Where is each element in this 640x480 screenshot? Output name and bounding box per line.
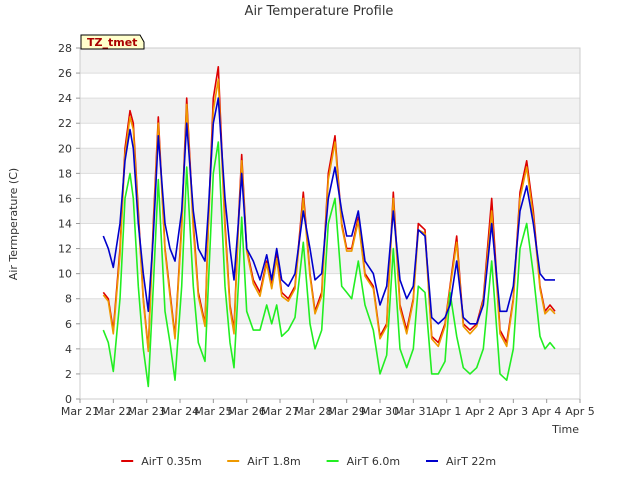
x-tick-label: Apr 5 bbox=[565, 405, 595, 418]
x-axis-label: Time bbox=[551, 423, 579, 436]
x-tick-label: Mar 26 bbox=[228, 405, 266, 418]
legend-label: AirT 6.0m bbox=[347, 455, 401, 468]
station-badge-label: TZ_tmet bbox=[87, 36, 137, 49]
x-tick-label: Apr 4 bbox=[532, 405, 562, 418]
y-tick-label: 2 bbox=[65, 368, 72, 381]
grid-band bbox=[80, 323, 580, 349]
y-axis-label: Air Termperature (C) bbox=[7, 168, 20, 280]
series-line-airt-1-8m bbox=[102, 78, 556, 353]
series-lines bbox=[102, 66, 556, 388]
x-tick-label: Mar 30 bbox=[361, 405, 399, 418]
y-tick-label: 4 bbox=[65, 343, 72, 356]
y-tick-label: 22 bbox=[58, 117, 72, 130]
grid-band bbox=[80, 73, 580, 99]
grid-band bbox=[80, 123, 580, 149]
y-tick-label: 24 bbox=[58, 92, 72, 105]
y-tick-label: 14 bbox=[58, 218, 72, 231]
y-tick-label: 10 bbox=[58, 268, 72, 281]
y-tick-label: 8 bbox=[65, 293, 72, 306]
x-tick-label: Mar 27 bbox=[261, 405, 299, 418]
legend: AirT 0.35m AirT 1.8m AirT 6.0m AirT 22m bbox=[121, 455, 496, 468]
y-tick-label: 12 bbox=[58, 243, 72, 256]
y-tick-label: 18 bbox=[58, 167, 72, 180]
grid-band bbox=[80, 48, 580, 74]
grid-band bbox=[80, 98, 580, 124]
grid-band bbox=[80, 373, 580, 399]
station-badge: TZ_tmet bbox=[80, 34, 145, 50]
x-tick-label: Apr 2 bbox=[465, 405, 495, 418]
x-tick-label: Mar 29 bbox=[328, 405, 366, 418]
x-tick-label: Mar 22 bbox=[94, 405, 132, 418]
legend-label: AirT 0.35m bbox=[141, 455, 202, 468]
y-tick-label: 26 bbox=[58, 67, 72, 80]
x-tick-label: Mar 23 bbox=[128, 405, 166, 418]
x-tick-label: Mar 25 bbox=[194, 405, 232, 418]
chart-title: Air Temperature Profile bbox=[245, 4, 394, 19]
legend-label: AirT 22m bbox=[446, 455, 496, 468]
legend-label: AirT 1.8m bbox=[247, 455, 301, 468]
y-tick-label: 6 bbox=[65, 318, 72, 331]
y-tick-label: 16 bbox=[58, 192, 72, 205]
x-tick-label: Mar 31 bbox=[394, 405, 432, 418]
x-tick-label: Mar 28 bbox=[294, 405, 332, 418]
series-line-airt-6-0m bbox=[102, 141, 556, 388]
series-line-airt-22m bbox=[102, 97, 555, 325]
x-tick-label: Mar 24 bbox=[161, 405, 199, 418]
grid-band bbox=[80, 348, 580, 374]
grid-band bbox=[80, 273, 580, 299]
x-tick-label: Apr 1 bbox=[432, 405, 462, 418]
y-tick-label: 20 bbox=[58, 142, 72, 155]
y-tick-label: 0 bbox=[65, 393, 72, 406]
x-tick-label: Apr 3 bbox=[499, 405, 529, 418]
plot-background bbox=[80, 47, 580, 400]
y-tick-label: 28 bbox=[58, 42, 72, 55]
x-tick-label: Mar 21 bbox=[61, 405, 99, 418]
